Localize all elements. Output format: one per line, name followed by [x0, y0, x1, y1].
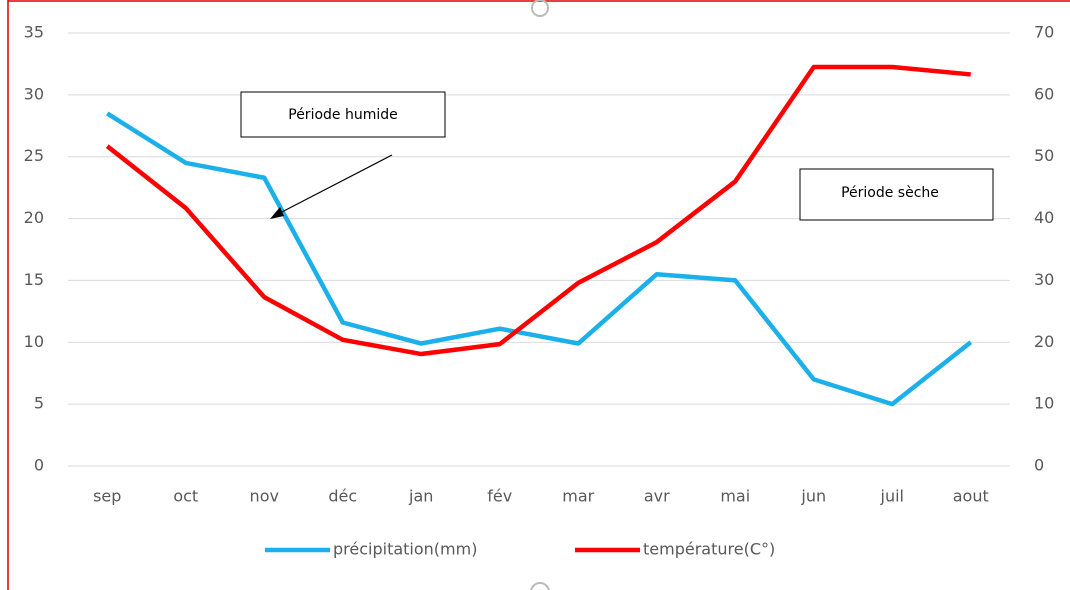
legend-label: précipitation(mm) [333, 540, 477, 559]
arrow-head [270, 207, 284, 219]
x-tick-label: déc [328, 487, 357, 506]
y-tick-label: 35 [24, 23, 44, 42]
y-tick-label: 0 [34, 456, 44, 475]
x-tick-label: fév [487, 487, 512, 506]
annotation-box [799, 168, 994, 221]
x-tick-label: sep [93, 487, 121, 506]
x-tick-label: juil [880, 487, 904, 506]
x-tick-label: jan [408, 487, 433, 506]
y2-tick-label: 60 [1034, 84, 1054, 103]
y-tick-label: 30 [24, 84, 44, 103]
y2-tick-label: 50 [1034, 146, 1054, 165]
y-tick-label: 25 [24, 146, 44, 165]
y2-tick-label: 70 [1034, 23, 1054, 42]
x-tick-label: mar [562, 487, 594, 506]
annotation: Période sèche [841, 185, 939, 201]
y-tick-label: 15 [24, 270, 44, 289]
y2-tick-label: 30 [1034, 270, 1054, 289]
x-tick-label: mai [720, 487, 750, 506]
y2-tick-label: 0 [1034, 456, 1044, 475]
x-tick-label: jun [800, 487, 826, 506]
annotation: Période humide [288, 107, 398, 123]
series-line [105, 64, 971, 357]
y2-tick-label: 10 [1034, 394, 1054, 413]
y2-tick-label: 20 [1034, 332, 1054, 351]
y-tick-label: 5 [34, 394, 44, 413]
x-tick-label: avr [644, 487, 670, 506]
plot-area: 0 5 10 15 20 25 30 35 0 10 20 30 40 50 60 70 sep oct nov dé… [24, 23, 1055, 506]
handle [531, 0, 549, 17]
handle [530, 582, 550, 590]
arrow [277, 154, 393, 215]
legend-label: température(C°) [643, 540, 775, 559]
y-tick-label: 20 [24, 208, 44, 227]
x-tick-label: aout [953, 487, 989, 506]
y2-tick-label: 40 [1034, 208, 1054, 227]
x-tick-label: oct [173, 487, 198, 506]
series-line [106, 111, 973, 407]
y-tick-label: 10 [24, 332, 44, 351]
annotation-box [240, 91, 446, 138]
x-tick-label: nov [250, 487, 279, 506]
